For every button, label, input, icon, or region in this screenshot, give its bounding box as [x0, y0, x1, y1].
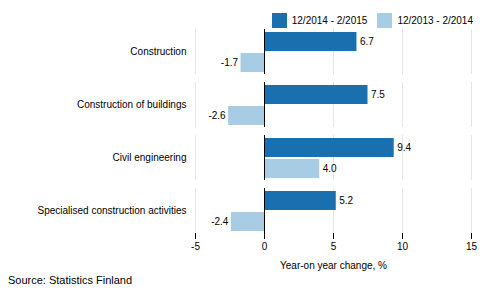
svg-text:-2.4: -2.4 [211, 216, 229, 227]
svg-text:4.0: 4.0 [323, 163, 337, 174]
svg-text:-5: -5 [191, 241, 200, 252]
svg-text:5: 5 [331, 241, 337, 252]
svg-text:9.4: 9.4 [397, 142, 411, 153]
svg-text:-2.6: -2.6 [208, 110, 226, 121]
svg-text:Year-on year change, %: Year-on year change, % [280, 260, 387, 271]
html-text:Source: Statistics Finland: Source: Statistics Finland [8, 274, 133, 286]
svg-text:Specialised construction activ: Specialised construction activities [38, 205, 187, 216]
svg-text:Construction: Construction [130, 46, 186, 57]
svg-text:0: 0 [262, 241, 268, 252]
svg-text:15: 15 [466, 241, 478, 252]
html-text:12/2014 - 2/2015: 12/2014 - 2/2015 [291, 15, 368, 26]
html-text:12/2013 - 2/2014: 12/2013 - 2/2014 [397, 15, 473, 26]
svg-text:-1.7: -1.7 [221, 57, 239, 68]
svg-text:5.2: 5.2 [339, 195, 353, 206]
svg-text:Construction of buildings: Construction of buildings [77, 99, 187, 110]
svg-text:7.5: 7.5 [371, 89, 385, 100]
svg-text:6.7: 6.7 [360, 36, 374, 47]
svg-text:10: 10 [397, 241, 409, 252]
svg-text:Civil engineering: Civil engineering [113, 152, 187, 163]
